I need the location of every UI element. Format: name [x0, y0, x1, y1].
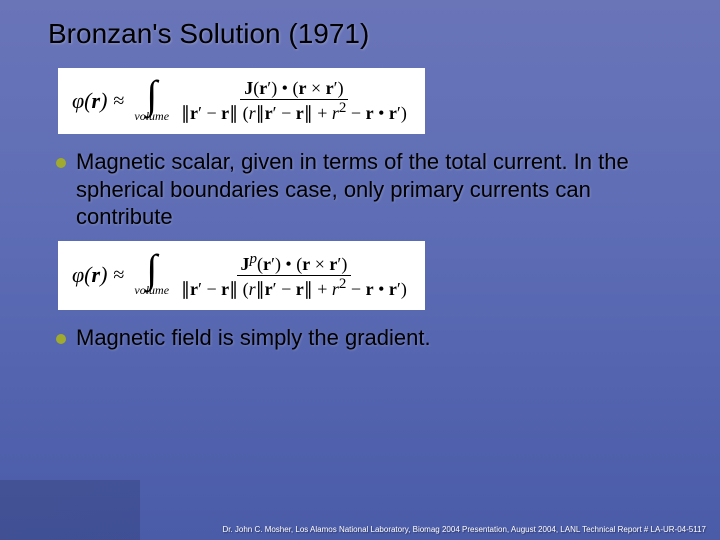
formula-2: φ(r) ≈ ∫ volume Jp(r′) • (r × r′) ∥r′ − …	[58, 241, 425, 310]
integral-label-1: volume	[134, 109, 169, 124]
bullet-dot-icon	[56, 158, 66, 168]
formula-2-lhs: φ(r)	[72, 262, 107, 288]
formula-2-content: φ(r) ≈ ∫ volume Jp(r′) • (r × r′) ∥r′ − …	[72, 251, 411, 300]
slide-title: Bronzan's Solution (1971)	[48, 18, 692, 50]
integral-glyph: ∫	[146, 79, 157, 111]
integral-label-2: volume	[134, 283, 169, 298]
formula-1-content: φ(r) ≈ ∫ volume J(r′) • (r × r′) ∥r′ − r…	[72, 78, 411, 124]
footer-credit: Dr. John C. Mosher, Los Alamos National …	[222, 525, 706, 534]
integral-glyph-2: ∫	[146, 253, 157, 285]
bullet-1-text: Magnetic scalar, given in terms of the t…	[76, 148, 692, 231]
formula-2-fraction: Jp(r′) • (r × r′) ∥r′ − r∥ (r∥r′ − r∥ + …	[177, 251, 411, 300]
formula-2-numerator: Jp(r′) • (r × r′)	[237, 251, 352, 276]
formula-1-numerator: J(r′) • (r × r′)	[240, 78, 347, 100]
approx-symbol: ≈	[113, 90, 124, 113]
slide: Bronzan's Solution (1971) φ(r) ≈ ∫ volum…	[0, 0, 720, 540]
integral-symbol: ∫ volume	[134, 79, 169, 124]
bullet-1: Magnetic scalar, given in terms of the t…	[56, 148, 692, 231]
approx-symbol-2: ≈	[113, 264, 124, 287]
formula-1-lhs: φ(r)	[72, 88, 107, 114]
bullet-dot-icon-2	[56, 334, 66, 344]
integral-symbol-2: ∫ volume	[134, 253, 169, 298]
formula-1: φ(r) ≈ ∫ volume J(r′) • (r × r′) ∥r′ − r…	[58, 68, 425, 134]
formula-1-denominator: ∥r′ − r∥ (r∥r′ − r∥ + r2 − r • r′)	[177, 100, 411, 124]
formula-1-fraction: J(r′) • (r × r′) ∥r′ − r∥ (r∥r′ − r∥ + r…	[177, 78, 411, 124]
bullet-2-text: Magnetic field is simply the gradient.	[76, 324, 431, 352]
background-decoration	[0, 480, 140, 540]
bullet-2: Magnetic field is simply the gradient.	[56, 324, 692, 352]
formula-2-denominator: ∥r′ − r∥ (r∥r′ − r∥ + r2 − r • r′)	[177, 276, 411, 300]
